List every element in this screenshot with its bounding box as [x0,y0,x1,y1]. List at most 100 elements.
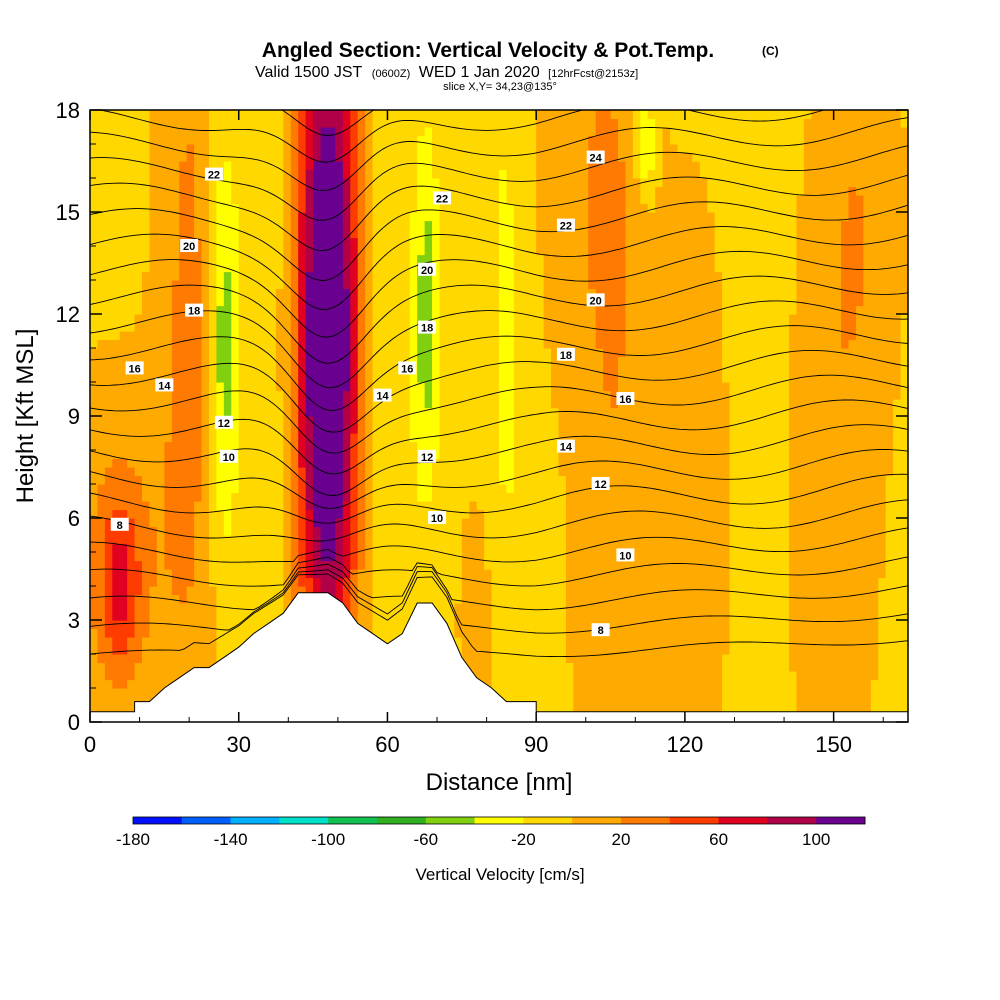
heat-cell [119,501,128,511]
heat-cell [833,535,842,545]
heat-cell [900,688,908,698]
heat-cell [751,577,760,587]
heat-cell [134,441,143,451]
heat-cell [803,450,812,460]
heat-cell [491,356,500,366]
heat-cell [261,416,270,426]
heat-cell [751,628,760,638]
heat-cell [156,654,165,664]
heat-cell [528,382,537,392]
heat-cell [380,492,389,502]
heat-cell [194,450,203,460]
heat-cell [439,339,448,349]
heat-cell [900,560,908,570]
heat-cell [722,467,731,477]
heat-cell [216,620,225,630]
heat-cell [335,331,344,341]
heat-cell [774,696,783,706]
heat-cell [171,611,180,621]
heat-cell [513,467,522,477]
heat-cell [335,526,344,536]
heat-cell [112,475,121,485]
heat-cell [194,373,203,383]
heat-cell [201,552,210,562]
heat-cell [670,679,679,689]
heat-cell [841,407,850,417]
heat-cell [417,382,426,392]
heat-cell [335,416,344,426]
heat-cell [543,526,552,536]
heat-cell [365,509,374,519]
heat-cell [625,543,634,553]
heat-cell [90,560,99,570]
heat-cell [751,382,760,392]
heat-cell [729,339,738,349]
heat-cell [387,365,396,375]
heat-cell [870,467,879,477]
heat-cell [863,696,872,706]
heat-cell [573,382,582,392]
heat-cell [699,535,708,545]
heat-cell [900,501,908,511]
heat-cell [119,569,128,579]
heat-cell [164,560,173,570]
heat-cell [789,654,798,664]
heat-cell [194,475,203,485]
heat-cell [142,594,151,604]
heat-cell [156,467,165,477]
heat-cell [261,365,270,375]
heat-cell [186,356,195,366]
heat-cell [112,662,121,672]
heat-cell [536,509,545,519]
heat-cell [573,399,582,409]
heat-cell [595,679,604,689]
heat-cell [179,543,188,553]
heat-cell [744,560,753,570]
heat-cell [692,356,701,366]
heat-cell [327,331,336,341]
heat-cell [744,348,753,358]
heat-cell [848,399,857,409]
heat-cell [506,424,515,434]
heat-cell [811,586,820,596]
heat-cell [603,441,612,451]
heat-cell [305,586,314,596]
heat-cell [119,603,128,613]
heat-cell [818,373,827,383]
heat-cell [305,365,314,375]
heat-cell [439,526,448,536]
heat-cell [417,484,426,494]
heat-cell [826,467,835,477]
heat-cell [186,348,195,358]
heat-cell [409,373,418,383]
heat-cell [142,628,151,638]
heat-cell [789,560,798,570]
heat-cell [186,331,195,341]
heat-cell [565,535,574,545]
heat-cell [558,603,567,613]
heat-cell [506,433,515,443]
heat-cell [551,373,560,383]
heat-cell [833,458,842,468]
heat-cell [811,484,820,494]
heat-cell [900,399,908,409]
heat-cell [573,416,582,426]
heat-cell [208,467,218,477]
heat-cell [350,484,359,494]
heat-cell [365,441,374,451]
heat-cell [692,501,701,511]
heat-cell [603,645,612,655]
heat-cell [179,458,188,468]
heat-cell [692,654,701,664]
heat-cell [803,416,812,426]
heat-cell [841,509,850,519]
heat-cell [625,348,634,358]
heat-cell [774,560,783,570]
heat-cell [506,339,515,349]
heat-cell [432,399,441,409]
heat-cell [402,475,411,485]
heat-cell [670,552,679,562]
heat-cell [841,620,850,630]
heat-cell [565,679,574,689]
heat-cell [580,458,589,468]
